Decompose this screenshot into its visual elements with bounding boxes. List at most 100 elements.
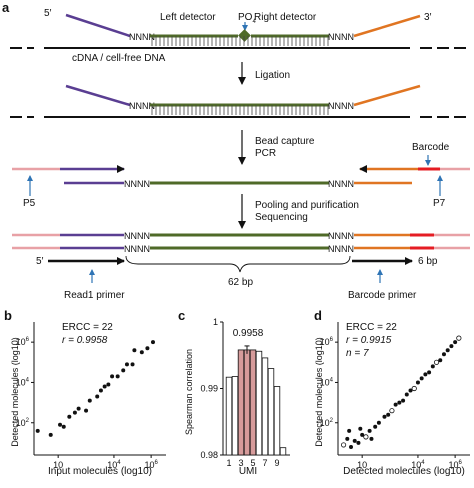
p5-label: P5	[23, 198, 36, 209]
nnnn-left-lib-top: NNNN	[124, 231, 150, 241]
panel-c-annotation: 0.9958	[233, 328, 264, 339]
panel-d-ylabel: Detected molecules (log10)	[314, 337, 324, 447]
panel-d: d ERCC = 22 r = 0.9915 n = 7 Detected mo…	[314, 308, 470, 477]
data-point	[430, 364, 435, 369]
barcode-primer-label: Barcode primer	[348, 290, 417, 301]
panel-c-ylabel: Spearman correlation	[184, 349, 194, 435]
y-tick-label: 104	[16, 377, 30, 387]
data-point-open	[456, 335, 462, 341]
data-point-open	[340, 442, 347, 448]
data-point	[84, 408, 89, 413]
data-point	[48, 432, 53, 437]
data-point	[423, 372, 428, 377]
data-point	[121, 368, 126, 373]
data-point	[110, 374, 115, 379]
data-point	[415, 380, 420, 385]
nnnn-right-lib-top: NNNN	[328, 231, 354, 241]
y-tick-label: 102	[320, 418, 334, 428]
data-point	[376, 420, 381, 425]
panel-b-stat-r: r = 0.9958	[62, 335, 108, 346]
data-point	[356, 440, 361, 445]
data-point	[87, 398, 92, 403]
data-point	[124, 362, 129, 367]
x-tick-label: 104	[411, 460, 425, 470]
panel-a: a 5′ Left detector PO4 Right detector 3′…	[2, 0, 470, 301]
panel-b-ticks: 102 104 106 10 104 106	[16, 337, 159, 470]
bar	[237, 349, 245, 456]
data-point	[427, 370, 432, 375]
data-point	[367, 428, 372, 433]
bar	[225, 376, 233, 456]
data-point	[67, 414, 72, 419]
data-point	[393, 402, 398, 407]
data-point	[453, 340, 458, 345]
data-point	[35, 428, 40, 433]
barcode-label: Barcode	[412, 142, 450, 153]
x-tick-label: 106	[144, 460, 158, 470]
x-tick-label: 10	[53, 460, 63, 470]
data-point	[349, 444, 354, 449]
data-point	[115, 374, 120, 379]
data-point	[76, 406, 81, 411]
data-point	[150, 340, 155, 345]
nnnn-left-ligated: NNNN	[129, 101, 155, 111]
bar	[261, 357, 269, 456]
data-point	[130, 362, 135, 367]
bar	[243, 349, 251, 456]
panel-b: b ERCC = 22 r = 0.9958 Detected molecule…	[4, 308, 166, 477]
panel-d-label: d	[314, 308, 322, 323]
data-point	[352, 438, 357, 443]
nnnn-left-lib-bottom: NNNN	[124, 244, 150, 254]
x-tick-label: 104	[107, 460, 121, 470]
panel-d-stat-n: n = 7	[346, 348, 369, 359]
panel-c-label: c	[178, 308, 185, 323]
data-point	[345, 436, 350, 441]
panel-d-stat-r: r = 0.9915	[346, 335, 392, 346]
panel-d-points	[340, 335, 462, 449]
bar	[279, 447, 287, 456]
data-point	[401, 398, 406, 403]
length-6bp-label: 6 bp	[418, 256, 438, 267]
five-prime-label: 5′	[44, 8, 52, 19]
panel-d-ticks: 102 104 106 10 104 106	[320, 337, 463, 470]
data-point-open	[363, 434, 369, 440]
data-point	[145, 346, 150, 351]
panel-b-ylabel: Detected molecules (log10)	[10, 337, 20, 447]
panel-b-stat-ercc: ERCC = 22	[62, 322, 113, 333]
bar	[231, 376, 239, 456]
ligated-orange-arm	[353, 84, 421, 107]
nnnn-left-pcr: NNNN	[124, 179, 150, 189]
nnnn-right-lib-bottom: NNNN	[328, 244, 354, 254]
pcr-label: PCR	[255, 148, 276, 159]
y-tick-label: 1	[213, 317, 218, 327]
left-detector-label: Left detector	[160, 12, 216, 23]
x-tick-label: 1	[226, 458, 231, 468]
y-tick-label: 102	[16, 418, 30, 428]
data-point	[58, 422, 63, 427]
three-prime-label: 3′	[424, 12, 432, 23]
pooling-label: Pooling and purification	[255, 200, 359, 211]
data-point	[72, 410, 77, 415]
panel-c-bars	[225, 345, 287, 456]
data-point-open	[389, 408, 395, 414]
left-detector-purple-arm	[65, 13, 131, 38]
bar	[267, 368, 275, 456]
template-label: cDNA / cell-free DNA	[72, 53, 166, 64]
panel-c-xlabel: UMI	[239, 466, 257, 477]
data-point	[373, 424, 378, 429]
nnnn-right: NNNN	[328, 32, 354, 42]
y-tick-label: 106	[320, 337, 334, 347]
data-point	[382, 414, 387, 419]
y-tick-label: 0.98	[200, 450, 218, 460]
x-tick-label: 10	[357, 460, 367, 470]
y-tick-label: 106	[16, 337, 30, 347]
data-point	[139, 350, 144, 355]
sequencing-label: Sequencing	[255, 212, 308, 223]
bead-capture-label: Bead capture	[255, 136, 315, 147]
ligated-purple-arm	[65, 84, 131, 107]
bar	[255, 350, 263, 456]
62bp-brace	[125, 255, 351, 273]
bar	[273, 386, 281, 456]
data-point	[360, 432, 365, 437]
